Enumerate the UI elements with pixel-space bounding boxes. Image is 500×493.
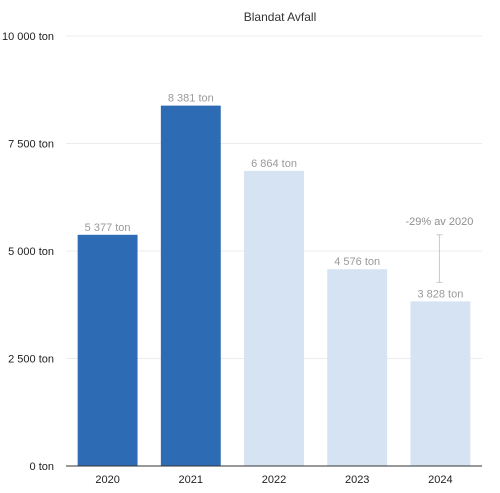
annotation: -29% av 2020 (405, 216, 473, 283)
y-axis-ticks: 0 ton 2 500 ton 5 000 ton 7 500 ton 10 000 t… (2, 31, 54, 473)
x-tick-label-2023: 2023 (345, 474, 369, 486)
x-tick-label-2020: 2020 (95, 474, 119, 486)
y-tick-label: 7 500 ton (8, 139, 54, 151)
y-tick-label: 10 000 ton (2, 31, 54, 43)
bar-2023 (327, 269, 388, 466)
data-label-2022: 6 864 ton (251, 158, 297, 170)
data-labels: 5 377 ton 8 381 ton 6 864 ton 4 576 ton 3 82… (85, 93, 464, 301)
bar-2020 (77, 234, 138, 466)
annotation-text: -29% av 2020 (405, 216, 473, 228)
x-axis-ticks: 2020 2021 2022 2023 2024 (95, 474, 452, 486)
data-label-2024: 3 828 ton (417, 288, 463, 300)
y-tick-label: 5 000 ton (8, 246, 54, 258)
x-tick-label-2022: 2022 (262, 474, 286, 486)
y-tick-label: 0 ton (30, 461, 54, 473)
y-tick-label: 2 500 ton (8, 354, 54, 366)
bar-2024 (410, 301, 471, 466)
data-label-2020: 5 377 ton (85, 222, 131, 234)
bars (77, 105, 471, 466)
bar-2022 (244, 170, 304, 466)
x-tick-label-2024: 2024 (428, 474, 452, 486)
x-tick-label-2021: 2021 (179, 474, 203, 486)
data-label-2023: 4 576 ton (334, 256, 380, 268)
data-label-2021: 8 381 ton (168, 93, 214, 105)
bar-2021 (160, 105, 221, 466)
chart-title: Blandat Avfall (244, 10, 317, 24)
